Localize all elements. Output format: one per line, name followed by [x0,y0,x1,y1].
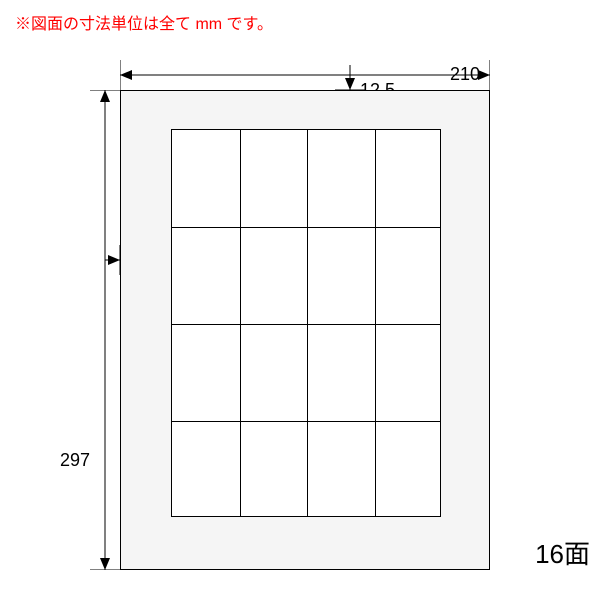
dim-sheet-height [90,90,120,570]
grid-hline [172,324,440,325]
face-count-label: 16面 [535,534,590,571]
label-grid [171,129,441,517]
grid-hline [172,421,440,422]
dim-sheet-height-label: 297 [60,450,90,471]
dim-sheet-width-label: 210 [450,64,480,85]
sheet-outline [120,90,490,570]
grid-vline [240,130,241,516]
grid-vline [375,130,376,516]
dimension-unit-note: ※図面の寸法単位は全て mm です。 [15,10,273,34]
grid-vline [307,130,308,516]
dim-sheet-width [120,60,490,90]
label-sheet-diagram: 210 12.5 297 19 43 59.3 [40,50,560,590]
grid-hline [172,227,440,228]
